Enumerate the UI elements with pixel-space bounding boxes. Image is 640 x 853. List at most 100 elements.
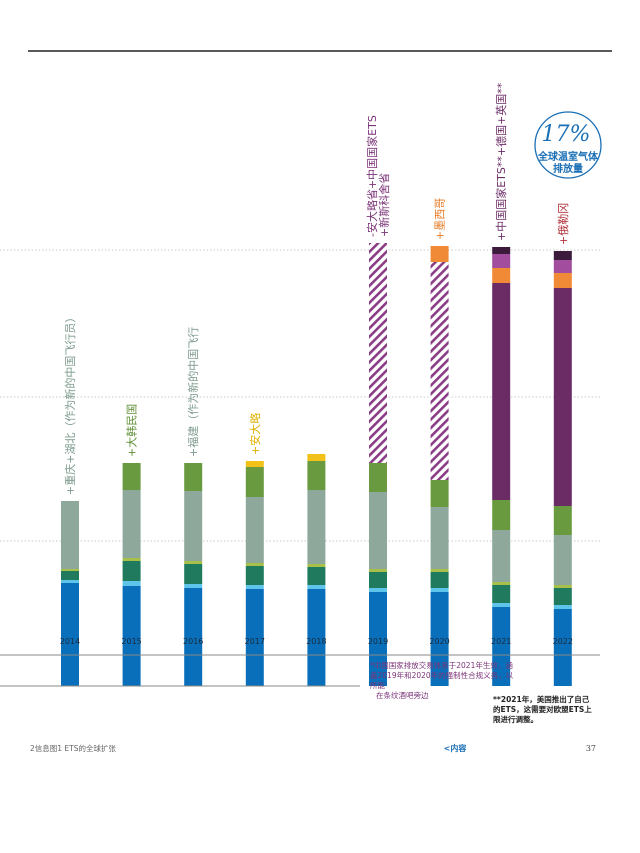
bar-segment xyxy=(307,585,326,589)
bar-segment xyxy=(184,463,203,491)
bar-segment xyxy=(245,589,264,686)
bar-segment xyxy=(553,605,572,609)
year-label: 2020 xyxy=(429,637,449,646)
bar-segment xyxy=(369,572,387,588)
bar-segment xyxy=(61,501,79,569)
footnote: 在条纹酒吧旁边 xyxy=(376,690,429,700)
bar-segment xyxy=(430,592,449,686)
bar-segment xyxy=(553,506,572,535)
footer-left: 2信息图1 ETS的全球扩张 xyxy=(30,743,117,753)
bar-segment xyxy=(492,603,511,607)
footer-contents-link[interactable]: <内容 xyxy=(444,743,467,753)
bar-segment xyxy=(307,454,326,461)
bar-segment xyxy=(245,461,264,467)
bar-segment xyxy=(430,569,449,572)
bar-segment xyxy=(122,490,141,558)
bar-segment xyxy=(430,246,449,262)
bar-segment xyxy=(61,580,79,583)
bar-segment xyxy=(369,243,387,463)
bar-segment xyxy=(430,262,449,480)
bar-segment xyxy=(430,507,449,569)
bar-segment xyxy=(430,480,449,507)
bar-segment xyxy=(245,585,264,589)
annotation: +大韩民国 xyxy=(125,404,139,457)
year-label: 2015 xyxy=(121,637,141,646)
bar-segment xyxy=(553,288,572,506)
bar-segment xyxy=(184,584,203,588)
bar-segment xyxy=(553,609,572,686)
bar-segment xyxy=(492,582,511,585)
bar-segment xyxy=(184,561,203,564)
year-label: 2018 xyxy=(306,637,326,646)
year-label: 2017 xyxy=(245,637,265,646)
bar-segment xyxy=(245,563,264,566)
bar-segment xyxy=(492,530,511,582)
bar-segment xyxy=(184,588,203,686)
footnote: 所能 xyxy=(370,680,385,690)
callout-line: 全球温室气体 xyxy=(537,150,599,163)
bar-segment xyxy=(307,490,326,564)
bar-segment xyxy=(553,273,572,288)
bar-segment xyxy=(307,461,326,490)
year-label: 2022 xyxy=(553,637,573,646)
bar-segment xyxy=(492,283,511,500)
annotation: +福建（作为新的中国飞行 xyxy=(186,327,200,457)
bar-segment xyxy=(61,569,79,571)
bar-segment xyxy=(492,254,511,268)
bar-segment xyxy=(245,467,264,497)
bar-segment xyxy=(553,535,572,585)
bar-segment xyxy=(307,589,326,686)
annotation: +新斯科舍省 xyxy=(377,173,391,237)
callout-line: 排放量 xyxy=(553,162,583,175)
bar-segment xyxy=(553,251,572,260)
year-label: 2016 xyxy=(183,637,203,646)
footnote: 盖2019年和2020年的强制性合规义务，以 xyxy=(370,670,514,680)
bar-segment xyxy=(369,463,387,492)
bar-segment xyxy=(369,592,387,686)
bar-segment xyxy=(245,497,264,563)
page-number: 37 xyxy=(586,744,596,753)
bar-segment xyxy=(245,566,264,585)
bar-segment xyxy=(553,585,572,588)
bar-segment xyxy=(61,583,79,686)
year-label: 2014 xyxy=(60,637,80,646)
year-label: 2021 xyxy=(491,637,511,646)
bar-segment xyxy=(553,260,572,273)
callout-circle xyxy=(534,111,602,179)
bar-segment xyxy=(369,569,387,572)
footnote: 限进行调整。 xyxy=(493,714,538,724)
bar-segment xyxy=(122,581,141,586)
annotation: +墨西哥 xyxy=(434,198,447,240)
bar-segment xyxy=(492,247,511,254)
footnote: 的ETS，这需要对欧盟ETS上 xyxy=(493,704,592,714)
footnote: *中国国家排放交易体系于2021年生效，涵 xyxy=(370,660,513,670)
bar-segment xyxy=(307,564,326,567)
bar-segment xyxy=(122,558,141,561)
bar-segment xyxy=(430,572,449,588)
annotation: +俄勒冈 xyxy=(557,203,570,245)
bar-segment xyxy=(184,564,203,584)
bar-segment xyxy=(307,567,326,585)
annotation: +安大略 xyxy=(248,413,262,455)
annotation: -安大略省+中国国家ETS xyxy=(365,115,379,237)
annotation: +中国国家ETS**+德国+英国** xyxy=(494,82,508,241)
footnote: **2021年，美国推出了自己 xyxy=(493,694,590,704)
bar-segment xyxy=(369,492,387,569)
year-label: 2019 xyxy=(368,637,388,646)
bar-segment xyxy=(122,586,141,686)
bar-segment xyxy=(492,500,511,530)
callout-value: 17% xyxy=(542,122,591,147)
bar-segment xyxy=(492,585,511,603)
bar-segment xyxy=(61,571,79,580)
bar-segment xyxy=(122,561,141,581)
annotation: +重庆+湖北（作为新的中国飞行员） xyxy=(63,312,77,495)
bar-segment xyxy=(184,491,203,561)
bar-segment xyxy=(553,588,572,605)
bar-segment xyxy=(492,268,511,283)
bar-segment xyxy=(369,588,387,592)
bar-segment xyxy=(430,588,449,592)
bar-segment xyxy=(492,607,511,686)
bar-segment xyxy=(122,463,141,490)
